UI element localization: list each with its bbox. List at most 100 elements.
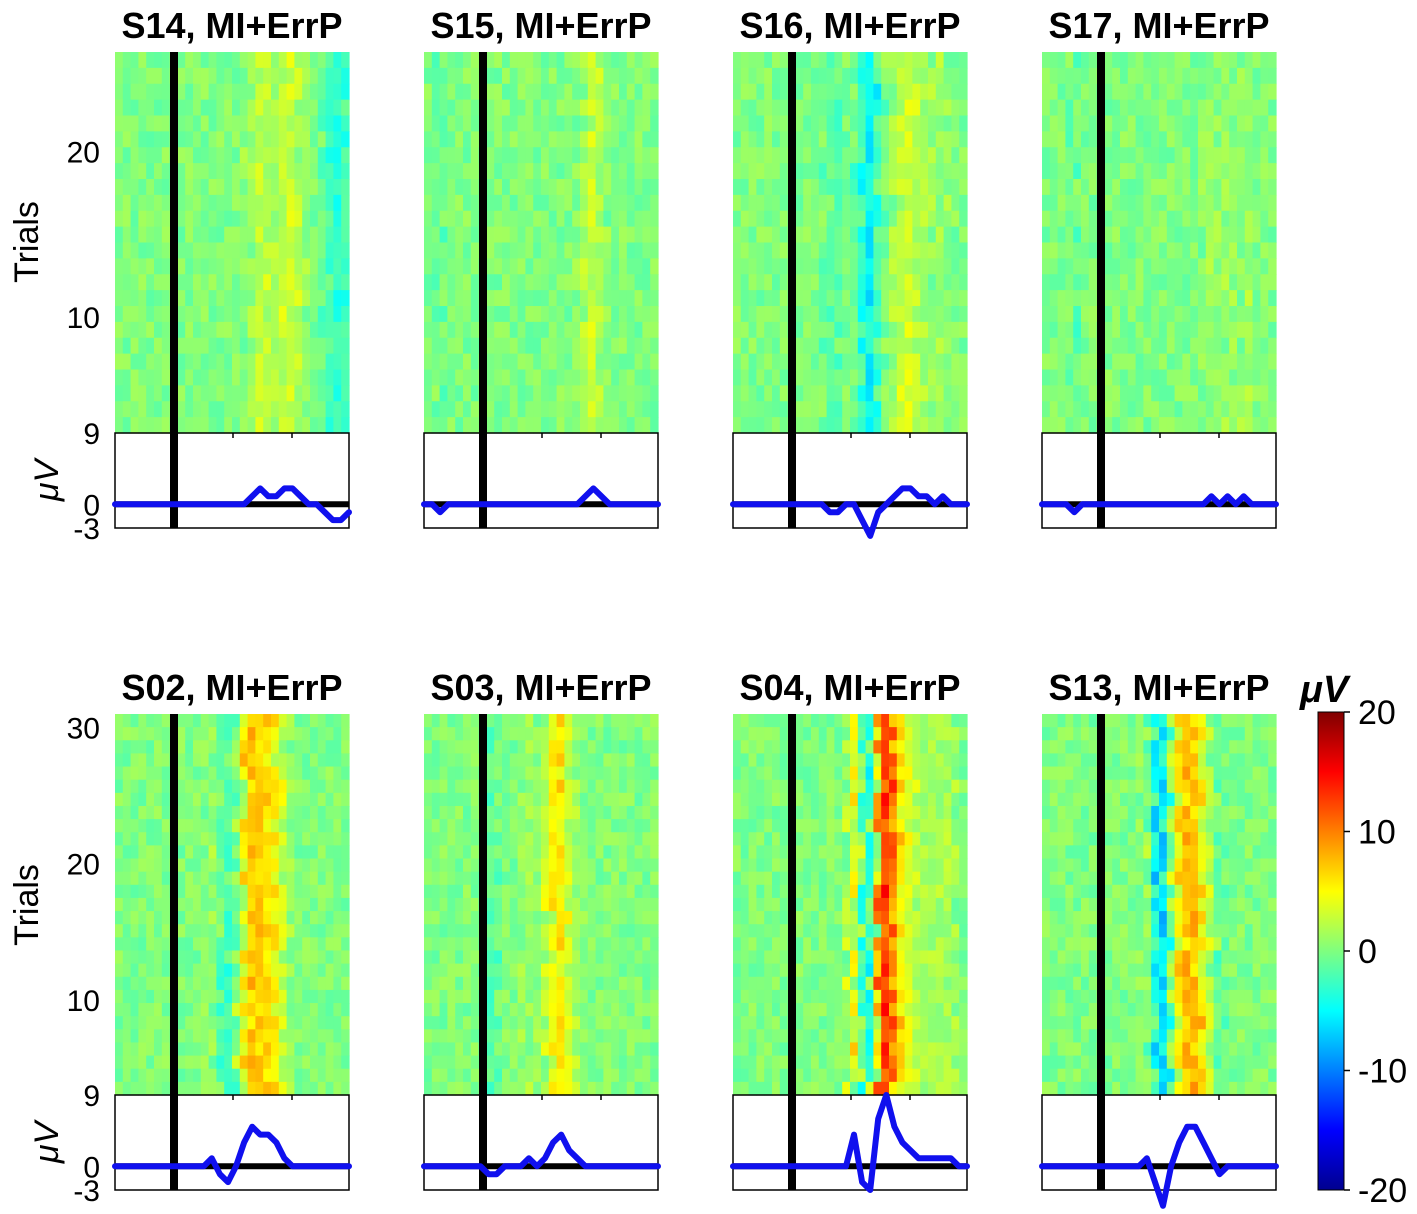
heatmap-cell xyxy=(146,950,155,965)
heatmap-cell xyxy=(533,1055,542,1070)
heatmap-cell xyxy=(733,792,742,807)
heatmap-cell xyxy=(740,417,750,434)
heatmap-cell xyxy=(857,792,867,807)
heatmap-cell xyxy=(286,1016,295,1030)
heatmap-cell xyxy=(1088,163,1098,180)
heatmap-cell xyxy=(1260,52,1269,69)
heatmap-cell xyxy=(1229,306,1238,323)
heatmap-cell xyxy=(439,1068,448,1083)
heatmap-cell xyxy=(325,52,334,69)
heatmap-cell xyxy=(341,258,350,275)
heatmap-cell xyxy=(1166,210,1176,228)
heatmap-cell xyxy=(486,989,495,1004)
heatmap-cell xyxy=(619,1003,628,1017)
heatmap-cell xyxy=(255,924,264,938)
heatmap-cell xyxy=(470,976,480,991)
heatmap-cell xyxy=(271,989,280,1004)
heatmap-cell xyxy=(439,1003,448,1017)
heatmap-cell xyxy=(896,242,906,259)
heatmap-cell xyxy=(424,1016,433,1030)
heatmap-cell xyxy=(161,753,171,768)
heatmap-cell xyxy=(502,353,511,371)
heatmap-cell xyxy=(772,131,781,148)
heatmap-cell xyxy=(463,210,472,228)
heatmap-cell xyxy=(263,819,272,833)
heatmap-cell xyxy=(525,99,534,117)
heatmap-cell xyxy=(1244,369,1254,386)
heatmap-cell xyxy=(634,937,643,952)
heatmap-cell xyxy=(818,766,828,781)
heatmap-cell xyxy=(959,805,968,820)
heatmap-cell xyxy=(470,858,480,873)
heatmap-cell xyxy=(431,897,441,912)
heatmap-cell xyxy=(224,306,233,323)
heatmap-cell xyxy=(216,924,225,938)
heatmap-cell xyxy=(302,52,311,69)
heatmap-cell xyxy=(1205,194,1215,212)
heatmap-cell xyxy=(255,950,264,965)
heatmap-cell xyxy=(494,179,503,196)
heatmap-cell xyxy=(341,385,350,402)
heatmap-cell xyxy=(154,242,163,259)
heatmap-cell xyxy=(138,353,147,371)
heatmap-cell xyxy=(1081,226,1090,244)
heatmap-cell xyxy=(1205,99,1215,117)
heatmap-cell xyxy=(455,52,464,69)
heatmap-cell xyxy=(193,337,202,355)
heatmap-cell xyxy=(341,1081,350,1096)
heatmap-cell xyxy=(494,321,503,339)
heatmap-cell xyxy=(580,1003,589,1017)
heatmap-cell xyxy=(564,819,573,833)
heatmap-cell xyxy=(502,1068,511,1083)
heatmap-cell xyxy=(1221,99,1230,117)
heatmap-cell xyxy=(286,1068,295,1083)
heatmap-cell xyxy=(642,1068,651,1083)
heatmap-cell xyxy=(1252,210,1261,228)
heatmap-cell xyxy=(294,871,303,886)
heatmap-cell xyxy=(920,337,929,355)
heatmap-cell xyxy=(1182,163,1191,180)
heatmap-cell xyxy=(517,306,526,323)
heatmap-cell xyxy=(302,179,311,196)
heatmap-cell xyxy=(278,226,288,244)
heatmap-cell xyxy=(494,832,503,846)
heatmap-cell xyxy=(564,385,573,402)
heatmap-cell xyxy=(834,226,843,244)
heatmap-cell xyxy=(865,99,874,117)
heatmap-cell xyxy=(424,179,433,196)
heatmap-cell xyxy=(232,274,241,291)
heatmap-cell xyxy=(603,753,612,768)
heatmap-cell xyxy=(650,924,659,938)
heatmap-cell xyxy=(278,937,288,952)
heatmap-cell xyxy=(431,99,441,117)
heatmap-cell xyxy=(271,1055,280,1070)
heatmap-cell xyxy=(424,871,433,886)
heatmap-cell xyxy=(748,179,757,196)
heatmap-cell xyxy=(185,714,194,728)
heatmap-cell xyxy=(146,226,155,244)
heatmap-cell xyxy=(634,226,643,244)
heatmap-cell xyxy=(177,242,186,259)
heatmap-cell xyxy=(1088,306,1098,323)
heatmap-cell xyxy=(1190,115,1199,132)
heatmap-cell xyxy=(873,417,882,434)
heatmap-cell xyxy=(595,401,604,418)
heatmap-cell xyxy=(556,147,565,164)
heatmap-cell xyxy=(959,753,968,768)
heatmap-cell xyxy=(122,163,132,180)
heatmap-cell xyxy=(439,989,448,1004)
heatmap-cell xyxy=(208,884,217,899)
heatmap-cell xyxy=(650,290,659,307)
heatmap-cell xyxy=(239,401,249,418)
heatmap-cell xyxy=(325,83,334,101)
heatmap-cell xyxy=(310,950,319,965)
heatmap-cell xyxy=(325,337,334,355)
heatmap-cell xyxy=(463,1016,472,1030)
heatmap-cell xyxy=(1198,337,1207,355)
heatmap-cell xyxy=(556,1081,565,1096)
heatmap-cell xyxy=(1151,321,1160,339)
heatmap-cell xyxy=(896,779,906,794)
heatmap-cell xyxy=(548,924,558,938)
heatmap-cell xyxy=(271,258,280,275)
heatmap-cell xyxy=(548,858,558,873)
